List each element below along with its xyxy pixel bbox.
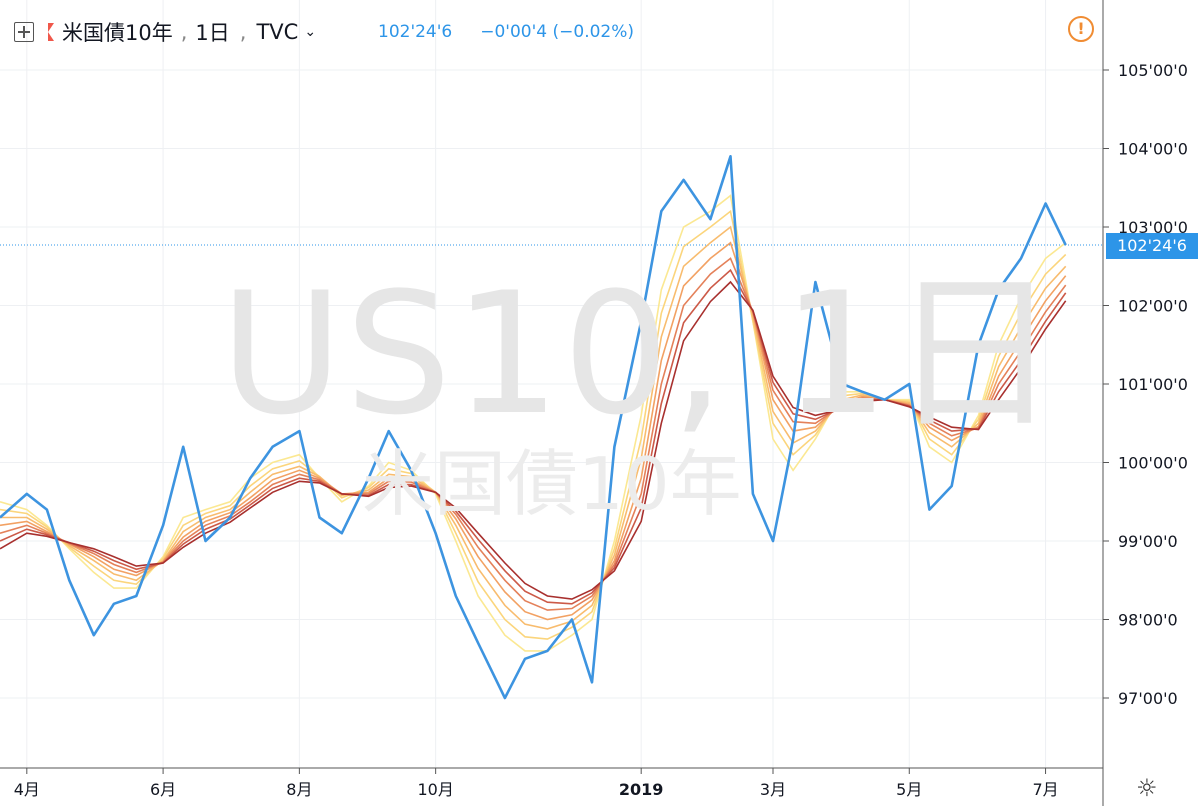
- x-tick-label: 4月: [14, 780, 40, 799]
- settings-icon[interactable]: ☼: [1136, 774, 1158, 802]
- axes: [0, 0, 1104, 806]
- x-tick-label: 2019: [619, 780, 664, 799]
- y-tick-label: 99'00'0: [1118, 532, 1178, 551]
- ma-ribbon: [0, 194, 1067, 652]
- y-tick-label: 101'00'0: [1118, 375, 1188, 394]
- x-tick-label: 6月: [150, 780, 176, 799]
- watermark-name: 米国債10年: [362, 442, 742, 526]
- y-tick-label: 102'00'0: [1118, 297, 1188, 316]
- y-tick-label: 98'00'0: [1118, 611, 1178, 630]
- last-price-tag: 102'24'6: [1106, 233, 1198, 259]
- interval[interactable]: 1日: [195, 21, 230, 45]
- y-tick-label: 103'00'0: [1118, 218, 1188, 237]
- exchange[interactable]: TVC: [256, 20, 299, 44]
- y-tick-label: 104'00'0: [1118, 140, 1188, 159]
- price-series: [0, 155, 1067, 700]
- y-tick-label: 105'00'0: [1118, 61, 1188, 80]
- price-change: −0'00'4 (−0.02%): [480, 22, 635, 42]
- price-readout: 102'24'6 −0'00'4 (−0.02%): [378, 14, 634, 50]
- x-tick-label: 7月: [1032, 780, 1058, 799]
- x-tick-label: 3月: [760, 780, 786, 799]
- y-tick-label: 100'00'0: [1118, 454, 1188, 473]
- symbol-name[interactable]: 米国債10年: [62, 21, 173, 45]
- add-symbol-icon[interactable]: [14, 22, 34, 42]
- watermark-ticker: US10, 1日: [220, 256, 1062, 452]
- last-price: 102'24'6: [378, 22, 453, 42]
- axis-ticks: 97'00'0 98'00'0 99'00'0 100'00'0 101'00'0 102…: [14, 61, 1188, 799]
- warning-icon[interactable]: !: [1068, 16, 1094, 42]
- x-tick-label: 10月: [417, 780, 453, 799]
- header-legend: 米国債10年 , 1日 , TVC ⌄: [14, 14, 316, 50]
- grid: [0, 0, 1103, 768]
- chevron-down-icon[interactable]: ⌄: [304, 24, 317, 40]
- x-tick-label: 8月: [286, 780, 312, 799]
- x-tick-label: 5月: [896, 780, 922, 799]
- y-tick-label: 97'00'0: [1118, 689, 1178, 708]
- price-line: [0, 155, 1067, 700]
- ma-ribbon-line-7: [0, 280, 1067, 600]
- flag-icon: [48, 23, 54, 41]
